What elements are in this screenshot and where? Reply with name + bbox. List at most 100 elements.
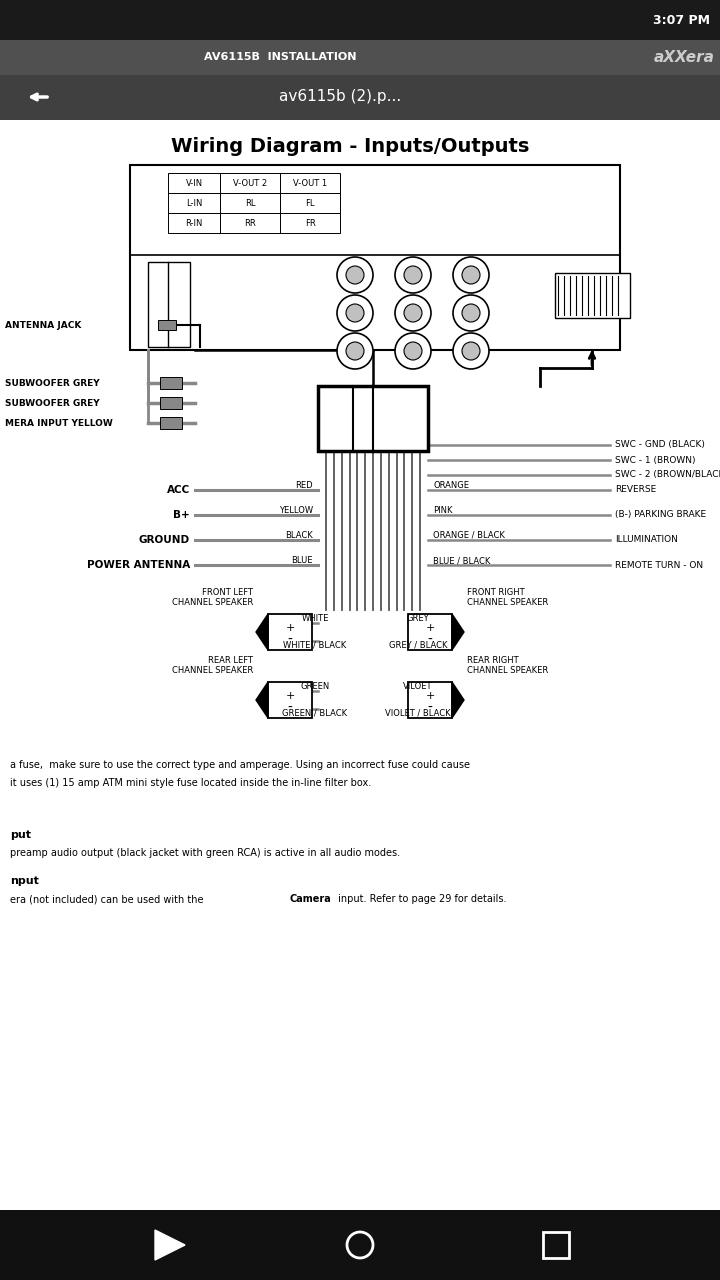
Text: nput: nput — [10, 876, 39, 886]
Text: L-IN: L-IN — [186, 198, 202, 207]
Text: R-IN: R-IN — [185, 219, 203, 228]
Circle shape — [404, 303, 422, 323]
Text: GREEN: GREEN — [300, 682, 330, 691]
Text: V-IN: V-IN — [186, 178, 202, 187]
Bar — [268, 614, 312, 650]
Text: era (not included) can be used with the: era (not included) can be used with the — [10, 893, 207, 904]
Text: MERA INPUT YELLOW: MERA INPUT YELLOW — [5, 419, 113, 428]
Bar — [0, 1210, 720, 1280]
Text: GREY / BLACK: GREY / BLACK — [389, 641, 447, 650]
Text: BLACK: BLACK — [285, 531, 313, 540]
Bar — [168, 193, 220, 212]
Text: +: + — [285, 691, 294, 701]
Text: REMOTE TURN - ON: REMOTE TURN - ON — [615, 561, 703, 570]
Text: 3:07 PM: 3:07 PM — [653, 14, 710, 27]
Text: B+: B+ — [174, 509, 190, 520]
Circle shape — [346, 303, 364, 323]
Bar — [0, 40, 720, 76]
Text: SUBWOOFER GREY: SUBWOOFER GREY — [5, 379, 99, 388]
Text: -: - — [287, 701, 292, 716]
Text: it uses (1) 15 amp ATM mini style fuse located inside the in-line filter box.: it uses (1) 15 amp ATM mini style fuse l… — [10, 778, 372, 788]
Text: REVERSE: REVERSE — [615, 485, 656, 494]
Bar — [220, 173, 280, 193]
Bar — [0, 0, 720, 40]
Text: Camera: Camera — [290, 893, 332, 904]
Text: ORANGE: ORANGE — [433, 481, 469, 490]
Bar — [220, 212, 280, 233]
Circle shape — [395, 257, 431, 293]
Bar — [158, 320, 176, 330]
Text: RED: RED — [295, 481, 313, 490]
Bar — [148, 262, 190, 347]
Text: Wiring Diagram - Inputs/Outputs: Wiring Diagram - Inputs/Outputs — [171, 137, 529, 156]
Text: RL: RL — [245, 198, 256, 207]
Text: ACC: ACC — [167, 485, 190, 495]
Circle shape — [453, 294, 489, 332]
Text: VILOET: VILOET — [403, 682, 433, 691]
Circle shape — [395, 333, 431, 369]
Bar — [543, 1231, 569, 1258]
Text: SUBWOOFER GREY: SUBWOOFER GREY — [5, 398, 99, 407]
Text: FL: FL — [305, 198, 315, 207]
Text: FR: FR — [305, 219, 315, 228]
Polygon shape — [155, 1230, 185, 1260]
Text: ILLUMINATION: ILLUMINATION — [615, 535, 678, 544]
Text: (B-) PARKING BRAKE: (B-) PARKING BRAKE — [615, 511, 706, 520]
Bar — [0, 76, 720, 120]
Bar — [280, 193, 340, 212]
Text: BLUE: BLUE — [292, 556, 313, 564]
Bar — [160, 378, 182, 389]
Text: GROUND: GROUND — [139, 535, 190, 545]
Text: ORANGE / BLACK: ORANGE / BLACK — [433, 531, 505, 540]
Text: av6115b (2).p...: av6115b (2).p... — [279, 90, 401, 105]
Text: put: put — [10, 829, 31, 840]
Circle shape — [404, 342, 422, 360]
Circle shape — [462, 303, 480, 323]
Text: ANTENNA JACK: ANTENNA JACK — [5, 320, 81, 329]
Text: V-OUT 2: V-OUT 2 — [233, 178, 267, 187]
Circle shape — [453, 333, 489, 369]
Text: GREY: GREY — [407, 614, 429, 623]
Text: input. Refer to page 29 for details.: input. Refer to page 29 for details. — [335, 893, 506, 904]
Text: BLUE / BLACK: BLUE / BLACK — [433, 556, 490, 564]
Polygon shape — [452, 682, 464, 718]
Text: +: + — [285, 623, 294, 634]
Text: -: - — [428, 701, 433, 716]
Text: -: - — [428, 634, 433, 646]
Bar — [220, 193, 280, 212]
Text: aXXera: aXXera — [654, 50, 715, 64]
Text: -: - — [287, 634, 292, 646]
Text: POWER ANTENNA: POWER ANTENNA — [86, 561, 190, 570]
Polygon shape — [256, 682, 268, 718]
Text: AV6115B  INSTALLATION: AV6115B INSTALLATION — [204, 52, 356, 61]
Text: FRONT RIGHT
CHANNEL SPEAKER: FRONT RIGHT CHANNEL SPEAKER — [467, 588, 548, 607]
Text: REAR LEFT
CHANNEL SPEAKER: REAR LEFT CHANNEL SPEAKER — [172, 655, 253, 675]
Text: VIOLET / BLACK: VIOLET / BLACK — [385, 709, 451, 718]
Bar — [280, 173, 340, 193]
Text: +: + — [426, 623, 435, 634]
Text: +: + — [426, 691, 435, 701]
Text: preamp audio output (black jacket with green RCA) is active in all audio modes.: preamp audio output (black jacket with g… — [10, 847, 400, 858]
Text: V-OUT 1: V-OUT 1 — [293, 178, 327, 187]
Text: SWC - 2 (BROWN/BLACK): SWC - 2 (BROWN/BLACK) — [615, 471, 720, 480]
Text: RR: RR — [244, 219, 256, 228]
Circle shape — [395, 294, 431, 332]
Text: REAR RIGHT
CHANNEL SPEAKER: REAR RIGHT CHANNEL SPEAKER — [467, 655, 548, 675]
Text: GREEN / BLACK: GREEN / BLACK — [282, 709, 348, 718]
Circle shape — [346, 266, 364, 284]
Bar — [408, 614, 452, 650]
Bar — [268, 682, 312, 718]
Circle shape — [462, 266, 480, 284]
Bar — [408, 682, 452, 718]
Circle shape — [337, 294, 373, 332]
Polygon shape — [256, 614, 268, 650]
Text: FRONT LEFT
CHANNEL SPEAKER: FRONT LEFT CHANNEL SPEAKER — [172, 588, 253, 607]
Circle shape — [337, 257, 373, 293]
Bar — [160, 417, 182, 429]
Text: PINK: PINK — [433, 506, 452, 515]
Circle shape — [462, 342, 480, 360]
Bar — [280, 212, 340, 233]
Polygon shape — [452, 614, 464, 650]
Bar — [168, 173, 220, 193]
Circle shape — [337, 333, 373, 369]
